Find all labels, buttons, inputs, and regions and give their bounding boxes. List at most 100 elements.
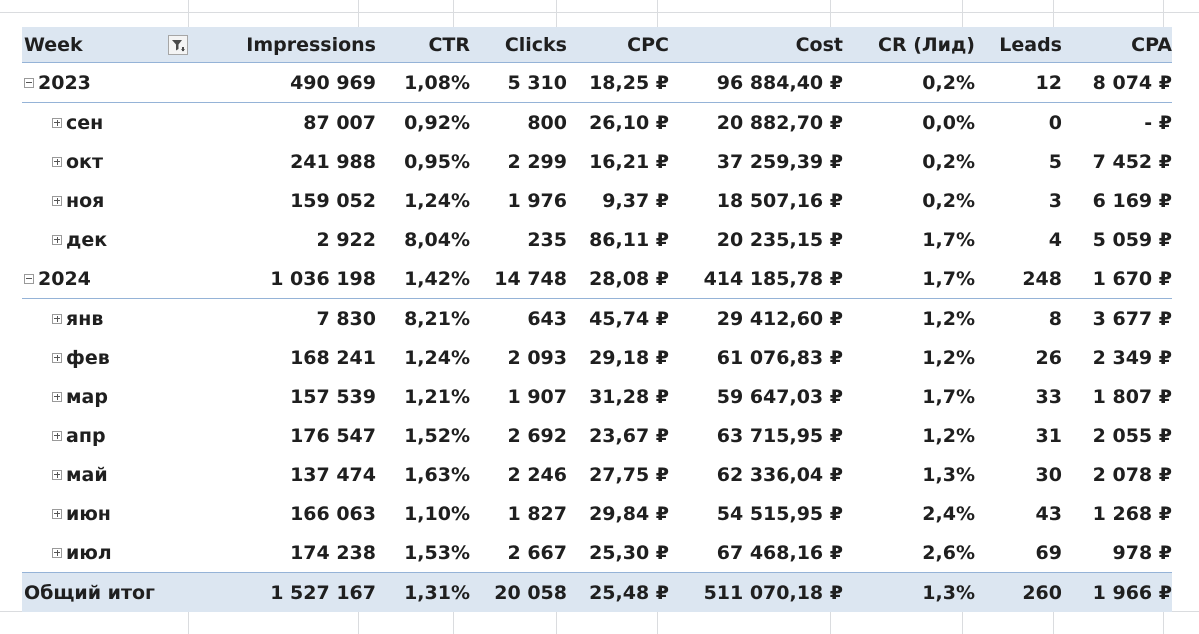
cell-cpa[interactable]: 7 452 ₽ (1092, 150, 1172, 173)
cell-cpa[interactable]: 2 078 ₽ (1092, 463, 1172, 486)
cell-ctr[interactable]: 1,52% (404, 424, 470, 447)
cell-impressions[interactable]: 490 969 (290, 71, 376, 94)
collapse-icon[interactable] (24, 77, 34, 88)
cpc-header[interactable]: CPC (627, 33, 669, 56)
month-row[interactable]: мар 157 539 1,21% 1 907 31,28 ₽ 59 647,0… (22, 377, 1172, 416)
cell-cpa[interactable]: 1 966 ₽ (1092, 581, 1172, 604)
expand-icon[interactable] (52, 234, 62, 245)
cell-leads[interactable]: 3 (1048, 189, 1062, 212)
cell-clicks[interactable]: 20 058 (494, 581, 567, 604)
collapse-icon[interactable] (24, 273, 34, 284)
month-label-cell[interactable]: мар (22, 386, 194, 408)
cell-impressions[interactable]: 1 036 198 (270, 267, 376, 290)
cell-cpc[interactable]: 29,18 ₽ (589, 346, 669, 369)
cell-cost[interactable]: 67 468,16 ₽ (716, 541, 843, 564)
cell-leads[interactable]: 4 (1048, 228, 1062, 251)
cell-cost[interactable]: 511 070,18 ₽ (703, 581, 843, 604)
cell-cost[interactable]: 96 884,40 ₽ (716, 71, 843, 94)
cell-cost[interactable]: 61 076,83 ₽ (716, 346, 843, 369)
cell-cpa[interactable]: 8 074 ₽ (1092, 71, 1172, 94)
cell-cpc[interactable]: 31,28 ₽ (589, 385, 669, 408)
cell-leads[interactable]: 26 (1035, 346, 1062, 369)
cell-cpa[interactable]: 2 055 ₽ (1092, 424, 1172, 447)
month-label-cell[interactable]: дек (22, 229, 194, 251)
month-label-cell[interactable]: май (22, 464, 194, 486)
cell-cpc[interactable]: 27,75 ₽ (589, 463, 669, 486)
month-label-cell[interactable]: июн (22, 503, 194, 525)
cell-clicks[interactable]: 800 (527, 111, 567, 134)
cell-clicks[interactable]: 14 748 (494, 267, 567, 290)
cell-clicks[interactable]: 2 667 (507, 541, 568, 564)
cell-cr[interactable]: 1,7% (922, 385, 975, 408)
cell-cpc[interactable]: 29,84 ₽ (589, 502, 669, 525)
cell-leads[interactable]: 12 (1035, 71, 1062, 94)
cell-clicks[interactable]: 2 692 (507, 424, 568, 447)
cell-cost[interactable]: 59 647,03 ₽ (716, 385, 843, 408)
cell-cpc[interactable]: 25,48 ₽ (589, 581, 669, 604)
cell-clicks[interactable]: 5 310 (507, 71, 568, 94)
cell-cpc[interactable]: 23,67 ₽ (589, 424, 669, 447)
cell-impressions[interactable]: 166 063 (290, 502, 376, 525)
cell-leads[interactable]: 30 (1035, 463, 1062, 486)
cell-cpa[interactable]: 5 059 ₽ (1092, 228, 1172, 251)
cell-cpa[interactable]: 1 268 ₽ (1092, 502, 1172, 525)
cell-ctr[interactable]: 1,31% (404, 581, 470, 604)
expand-icon[interactable] (52, 156, 62, 167)
cell-cr[interactable]: 1,2% (922, 346, 975, 369)
month-row[interactable]: июл 174 238 1,53% 2 667 25,30 ₽ 67 468,1… (22, 533, 1172, 572)
cell-ctr[interactable]: 1,10% (404, 502, 470, 525)
cell-ctr[interactable]: 0,95% (404, 150, 470, 173)
month-label-cell[interactable]: апр (22, 425, 194, 447)
cell-cr[interactable]: 1,7% (922, 267, 975, 290)
expand-icon[interactable] (52, 313, 62, 324)
cell-cpc[interactable]: 26,10 ₽ (589, 111, 669, 134)
cell-cpa[interactable]: 1 670 ₽ (1092, 267, 1172, 290)
cell-cost[interactable]: 18 507,16 ₽ (716, 189, 843, 212)
cell-ctr[interactable]: 1,24% (404, 346, 470, 369)
cell-cr[interactable]: 0,2% (922, 71, 975, 94)
cell-cpa[interactable]: 3 677 ₽ (1092, 307, 1172, 330)
month-row[interactable]: окт 241 988 0,95% 2 299 16,21 ₽ 37 259,3… (22, 142, 1172, 181)
cell-impressions[interactable]: 159 052 (290, 189, 376, 212)
cell-impressions[interactable]: 87 007 (303, 111, 376, 134)
cell-cr[interactable]: 0,0% (922, 111, 975, 134)
cell-cpc[interactable]: 16,21 ₽ (589, 150, 669, 173)
month-row[interactable]: июн 166 063 1,10% 1 827 29,84 ₽ 54 515,9… (22, 494, 1172, 533)
month-label-cell[interactable]: фев (22, 347, 194, 369)
year-row-2023[interactable]: 2023 490 969 1,08% 5 310 18,25 ₽ 96 884,… (22, 63, 1172, 103)
cell-leads[interactable]: 69 (1035, 541, 1062, 564)
expand-icon[interactable] (52, 195, 62, 206)
year-label-cell[interactable]: 2024 (22, 268, 194, 290)
cell-cpa[interactable]: 6 169 ₽ (1092, 189, 1172, 212)
cell-leads[interactable]: 248 (1022, 267, 1062, 290)
cell-leads[interactable]: 8 (1048, 307, 1062, 330)
cell-clicks[interactable]: 2 093 (507, 346, 568, 369)
cell-ctr[interactable]: 1,24% (404, 189, 470, 212)
expand-icon[interactable] (52, 352, 62, 363)
cell-cr[interactable]: 1,2% (922, 424, 975, 447)
expand-icon[interactable] (52, 117, 62, 128)
cell-cost[interactable]: 54 515,95 ₽ (716, 502, 843, 525)
cell-impressions[interactable]: 137 474 (290, 463, 376, 486)
cell-cr[interactable]: 1,7% (922, 228, 975, 251)
grand-total-label[interactable]: Общий итог (24, 581, 155, 604)
cell-cr[interactable]: 2,4% (922, 502, 975, 525)
cell-cr[interactable]: 1,2% (922, 307, 975, 330)
expand-icon[interactable] (52, 391, 62, 402)
cell-cpa[interactable]: 2 349 ₽ (1092, 346, 1172, 369)
cell-impressions[interactable]: 2 922 (316, 228, 377, 251)
cell-leads[interactable]: 31 (1035, 424, 1062, 447)
expand-icon[interactable] (52, 469, 62, 480)
cell-clicks[interactable]: 235 (527, 228, 567, 251)
month-label-cell[interactable]: окт (22, 151, 194, 173)
month-row[interactable]: фев 168 241 1,24% 2 093 29,18 ₽ 61 076,8… (22, 338, 1172, 377)
month-row[interactable]: май 137 474 1,63% 2 246 27,75 ₽ 62 336,0… (22, 455, 1172, 494)
month-row[interactable]: дек 2 922 8,04% 235 86,11 ₽ 20 235,15 ₽ … (22, 220, 1172, 259)
expand-icon[interactable] (52, 430, 62, 441)
cell-cpa[interactable]: 1 807 ₽ (1092, 385, 1172, 408)
cell-ctr[interactable]: 1,42% (404, 267, 470, 290)
clicks-header[interactable]: Clicks (504, 33, 567, 56)
cell-clicks[interactable]: 1 827 (507, 502, 568, 525)
cell-impressions[interactable]: 157 539 (290, 385, 376, 408)
cell-ctr[interactable]: 1,21% (404, 385, 470, 408)
